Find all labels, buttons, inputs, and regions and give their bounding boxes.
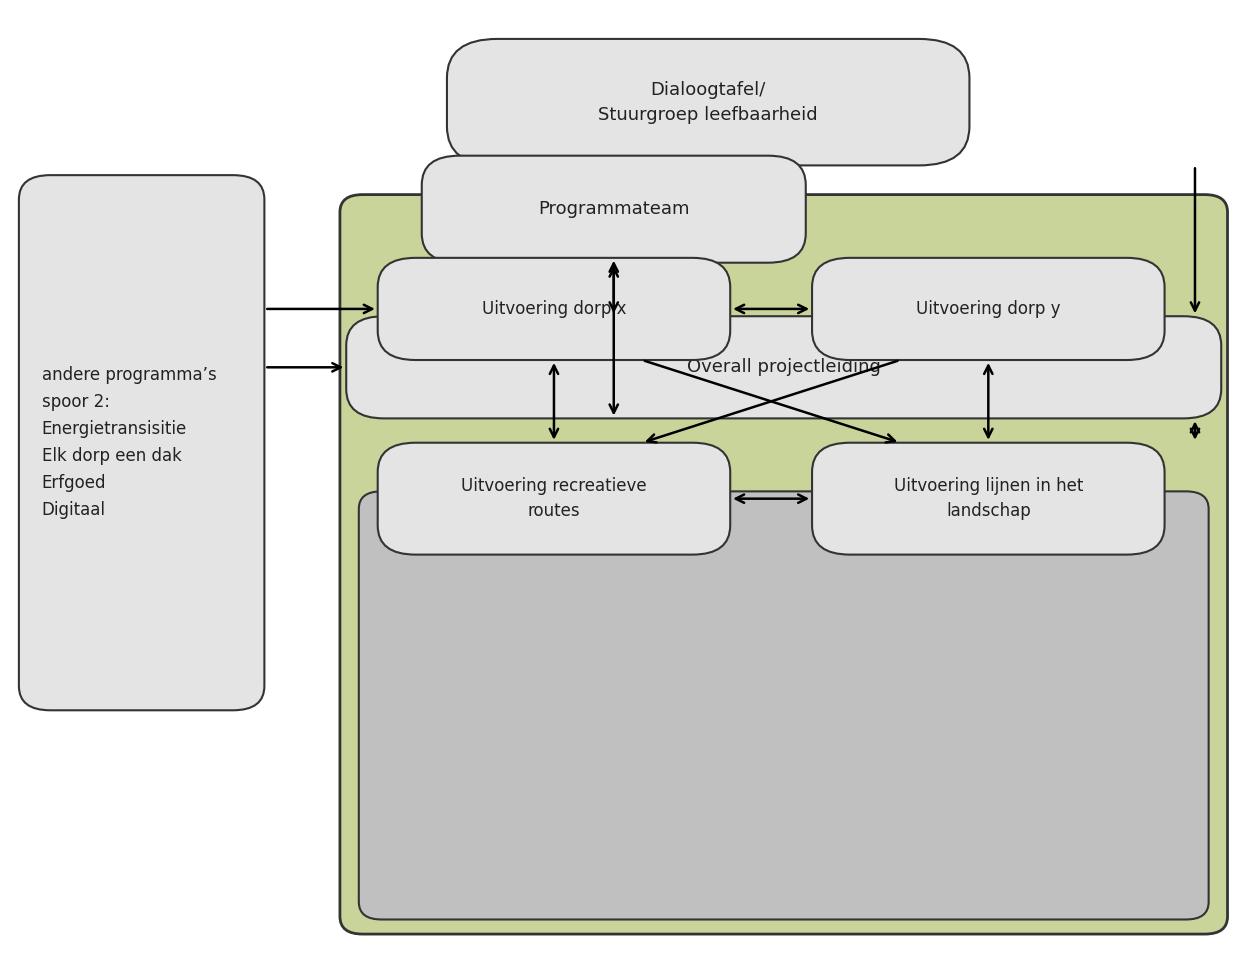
FancyBboxPatch shape (378, 258, 730, 360)
FancyBboxPatch shape (359, 491, 1209, 919)
FancyBboxPatch shape (340, 195, 1228, 934)
FancyBboxPatch shape (378, 443, 730, 555)
FancyBboxPatch shape (346, 316, 1221, 418)
Text: Uitvoering recreatieve
routes: Uitvoering recreatieve routes (461, 477, 647, 521)
Text: andere programma’s
spoor 2:
Energietransisitie
Elk dorp een dak
Erfgoed
Digitaal: andere programma’s spoor 2: Energietrans… (42, 366, 217, 520)
Text: Programmateam: Programmateam (538, 200, 690, 218)
Text: Overall projectleiding: Overall projectleiding (687, 358, 880, 377)
FancyBboxPatch shape (812, 443, 1165, 555)
Text: Dialoogtafel/
Stuurgroep leefbaarheid: Dialoogtafel/ Stuurgroep leefbaarheid (598, 81, 818, 124)
Text: Uitvoering lijnen in het
landschap: Uitvoering lijnen in het landschap (894, 477, 1083, 521)
FancyBboxPatch shape (812, 258, 1165, 360)
Text: Uitvoering dorp y: Uitvoering dorp y (917, 300, 1060, 318)
Text: Uitvoering dorp x: Uitvoering dorp x (482, 300, 626, 318)
FancyBboxPatch shape (19, 175, 264, 710)
FancyBboxPatch shape (422, 156, 806, 263)
FancyBboxPatch shape (447, 39, 969, 165)
